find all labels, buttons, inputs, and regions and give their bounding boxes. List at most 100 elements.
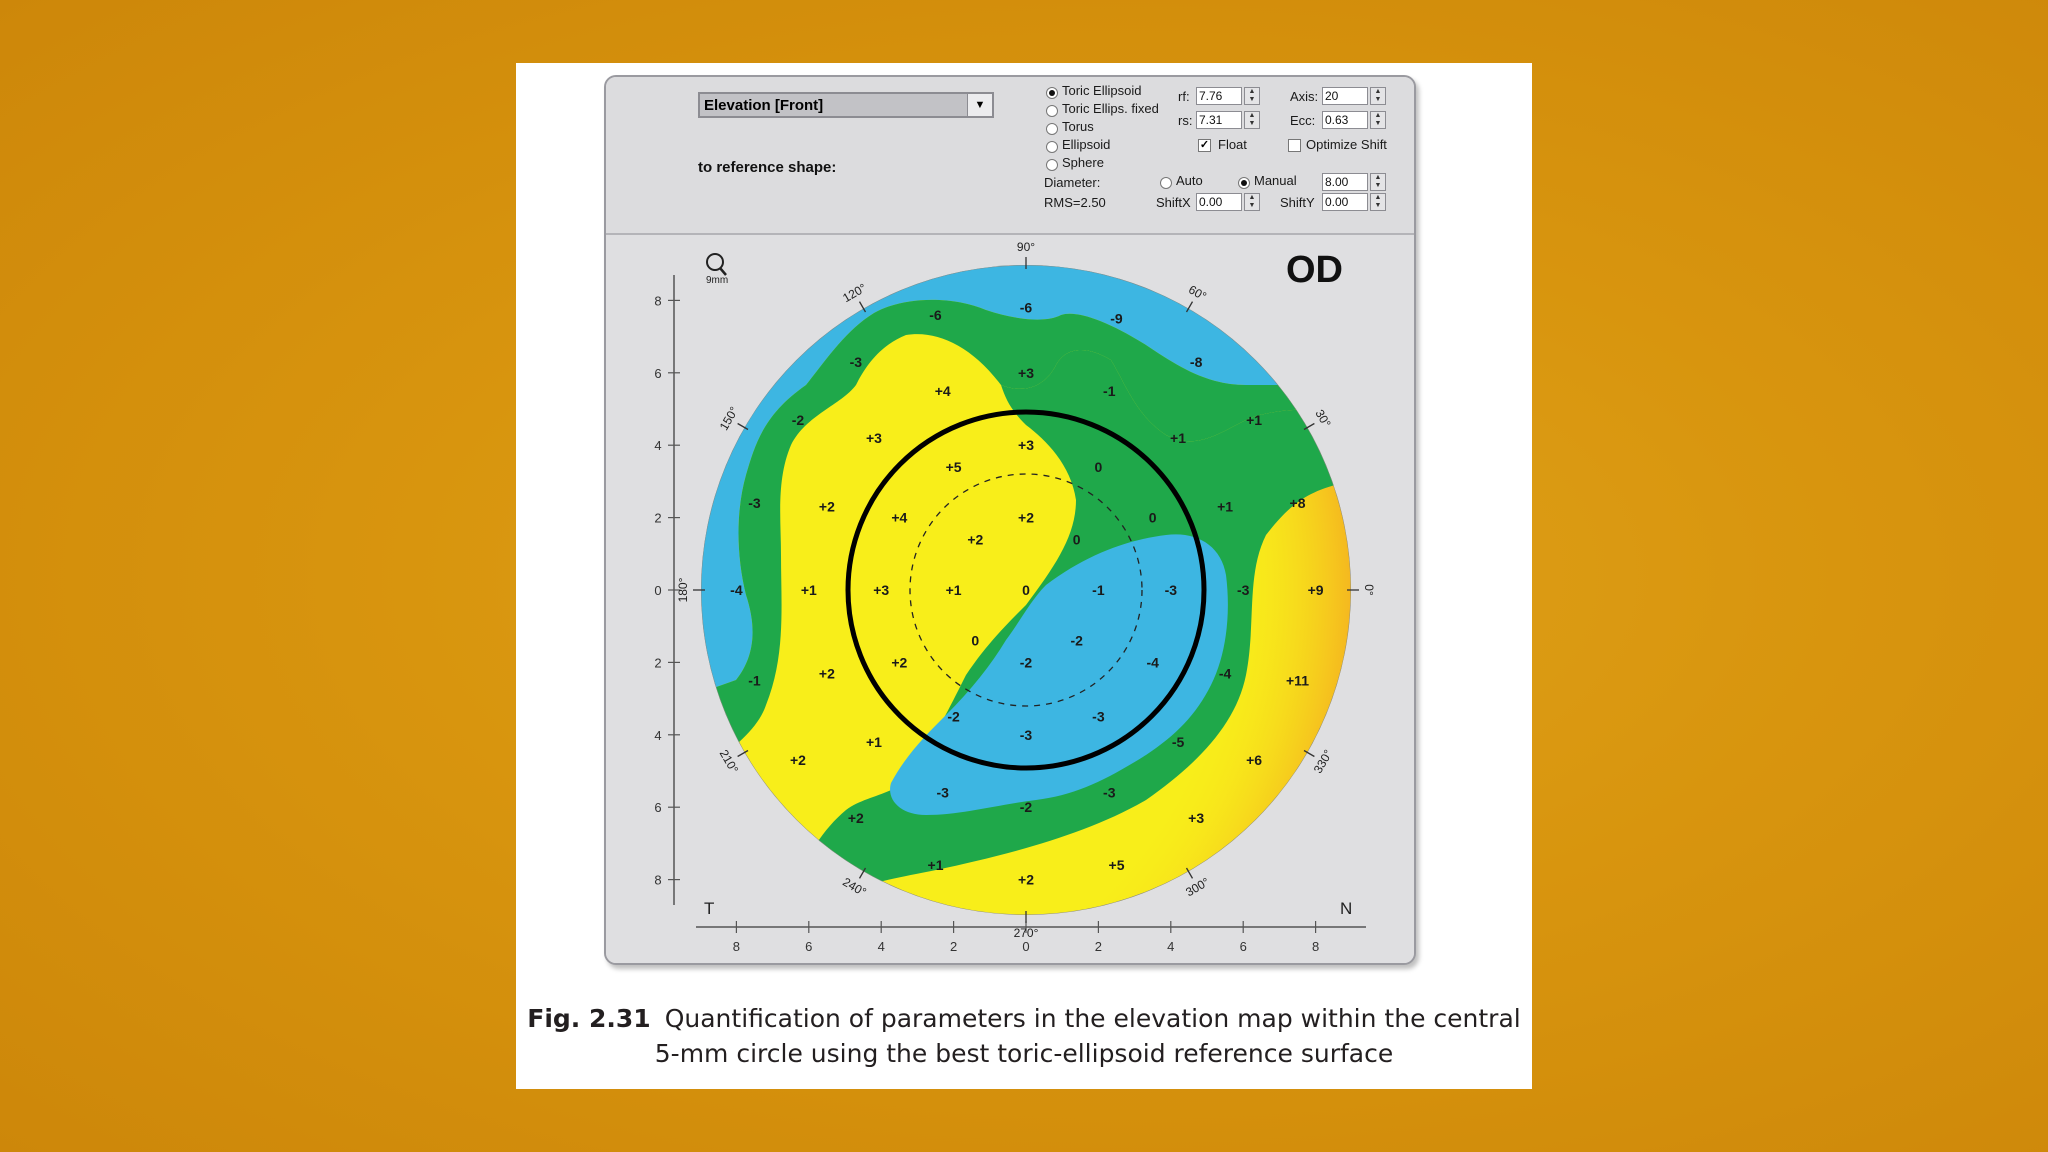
axis-input[interactable]: 20 — [1322, 87, 1368, 105]
rim-tick — [858, 301, 867, 313]
elevation-value: +2 — [848, 810, 864, 826]
elevation-value: +8 — [1290, 495, 1306, 511]
y-tick-label: 6 — [654, 366, 661, 381]
ellipsoid-label: Ellipsoid — [1062, 137, 1111, 152]
radio-toric-ellipsoid[interactable] — [1046, 87, 1058, 99]
elevation-value: +2 — [1018, 510, 1034, 526]
ecc-stepper[interactable]: ▲ ▼ — [1370, 111, 1386, 129]
x-tick-label: 8 — [1312, 939, 1319, 954]
shift-x-input[interactable]: 0.00 — [1196, 193, 1242, 211]
elevation-value: -1 — [748, 673, 761, 689]
elevation-value: -9 — [1110, 311, 1123, 327]
toric-ellipsoid-label: Toric Ellipsoid — [1062, 83, 1142, 98]
elevation-map-window: Elevation [Front] ▼ to reference shape: … — [604, 75, 1416, 965]
radio-diameter-auto[interactable] — [1160, 177, 1172, 189]
rs-input[interactable]: 7.31 — [1196, 111, 1242, 129]
elevation-value: +1 — [1170, 430, 1186, 446]
elevation-value: +2 — [819, 665, 835, 681]
rf-stepper[interactable]: ▲ ▼ — [1244, 87, 1260, 105]
y-tick-label: 4 — [654, 438, 661, 453]
slide-card: Elevation [Front] ▼ to reference shape: … — [516, 63, 1532, 1089]
zoom-label: 9mm — [706, 275, 728, 286]
rim-tick — [737, 749, 749, 758]
elevation-values: -6 -6 -9 -3 -8 +4 +3 -1 -2 +3 +3 +1 +1 +5 0 -3 +2 +4 +2 0 +1… — [730, 300, 1324, 888]
elevation-value: +2 — [790, 752, 806, 768]
shift-x-stepper[interactable]: ▲ ▼ — [1244, 193, 1260, 211]
y-tick-label: 6 — [654, 800, 661, 815]
elevation-value: +5 — [1109, 857, 1125, 873]
elevation-value: +4 — [891, 510, 907, 526]
rs-stepper[interactable]: ▲ ▼ — [1244, 111, 1260, 129]
axis-stepper[interactable]: ▲ ▼ — [1370, 87, 1386, 105]
elevation-value: 0 — [971, 633, 979, 649]
x-axis-ticks: 8 6 4 2 0 2 4 6 8 — [733, 921, 1319, 954]
rf-label: rf: — [1178, 89, 1190, 104]
angle-label: 210° — [717, 747, 742, 776]
radio-sphere[interactable] — [1046, 159, 1058, 171]
elevation-value: -2 — [792, 412, 805, 428]
elevation-value: +2 — [891, 654, 907, 670]
shift-y-stepper[interactable]: ▲ ▼ — [1370, 193, 1386, 211]
ecc-input[interactable]: 0.63 — [1322, 111, 1368, 129]
x-tick-label: 2 — [1095, 939, 1102, 954]
y-tick-label: 2 — [654, 511, 661, 526]
x-tick-label: 2 — [950, 939, 957, 954]
radio-diameter-manual[interactable] — [1238, 177, 1250, 189]
elevation-value: -3 — [1165, 582, 1178, 598]
x-tick-label: 8 — [733, 939, 740, 954]
rim-tick — [858, 867, 867, 879]
central-5mm-circle — [845, 409, 1207, 771]
eye-label: OD — [1286, 249, 1343, 291]
x-tick-label: 4 — [1167, 939, 1174, 954]
optimize-shift-checkbox[interactable] — [1288, 139, 1301, 152]
y-tick-label: 8 — [654, 293, 661, 308]
elevation-value: -2 — [1020, 654, 1033, 670]
radio-ellipsoid[interactable] — [1046, 141, 1058, 153]
elevation-value: -1 — [1103, 383, 1116, 399]
angle-label: 180° — [676, 577, 690, 602]
elevation-value: -8 — [1190, 354, 1203, 370]
magnifier-icon[interactable] — [706, 253, 727, 276]
diameter-stepper[interactable]: ▲ ▼ — [1370, 173, 1386, 191]
elevation-value: -4 — [730, 582, 743, 598]
elevation-value: +6 — [1246, 752, 1262, 768]
elevation-value: +3 — [1018, 437, 1034, 453]
angle-label: 120° — [840, 281, 869, 306]
x-tick-label: 6 — [1240, 939, 1247, 954]
radio-torus[interactable] — [1046, 123, 1058, 135]
control-panel: Elevation [Front] ▼ to reference shape: … — [606, 77, 1414, 235]
dashed-inner-circle — [909, 473, 1143, 707]
elevation-value: +2 — [819, 499, 835, 515]
chevron-down-icon[interactable]: ▼ — [967, 94, 992, 116]
y-tick-label: 4 — [654, 728, 661, 743]
elevation-value: +1 — [1217, 499, 1233, 515]
elevation-value: +3 — [1188, 810, 1204, 826]
angle-label: 330° — [1311, 747, 1336, 776]
rf-input[interactable]: 7.76 — [1196, 87, 1242, 105]
y-tick-label: 2 — [654, 655, 661, 670]
map-type-dropdown[interactable]: Elevation [Front] ▼ — [698, 92, 994, 118]
y-tick-label: 0 — [654, 583, 661, 598]
diameter-input[interactable]: 8.00 — [1322, 173, 1368, 191]
elevation-value: +1 — [866, 734, 882, 750]
angle-label: 90° — [1017, 240, 1035, 254]
elevation-value: -2 — [1070, 633, 1083, 649]
elevation-value: +1 — [1246, 412, 1262, 428]
elevation-value: -6 — [1020, 300, 1033, 316]
angle-label: 270° — [1014, 926, 1039, 940]
elevation-value: -3 — [937, 785, 950, 801]
elevation-value: +11 — [1286, 673, 1309, 689]
elevation-value: 0 — [1149, 510, 1157, 526]
rms-readout: RMS=2.50 — [1044, 195, 1106, 210]
shift-y-input[interactable]: 0.00 — [1322, 193, 1368, 211]
elevation-value: -3 — [850, 354, 863, 370]
radio-toric-ellips-fixed[interactable] — [1046, 105, 1058, 117]
caption-text: Quantification of parameters in the elev… — [654, 1004, 1521, 1068]
elevation-value: -4 — [1219, 665, 1232, 681]
caption-label: Fig. 2.31 — [527, 1004, 651, 1033]
axis-label: Axis: — [1290, 89, 1319, 104]
float-checkbox[interactable]: ✓ — [1198, 139, 1211, 152]
blue-zone-top-left — [701, 265, 1351, 705]
optimize-shift-label: Optimize Shift — [1306, 137, 1387, 152]
color-map — [701, 265, 1351, 915]
